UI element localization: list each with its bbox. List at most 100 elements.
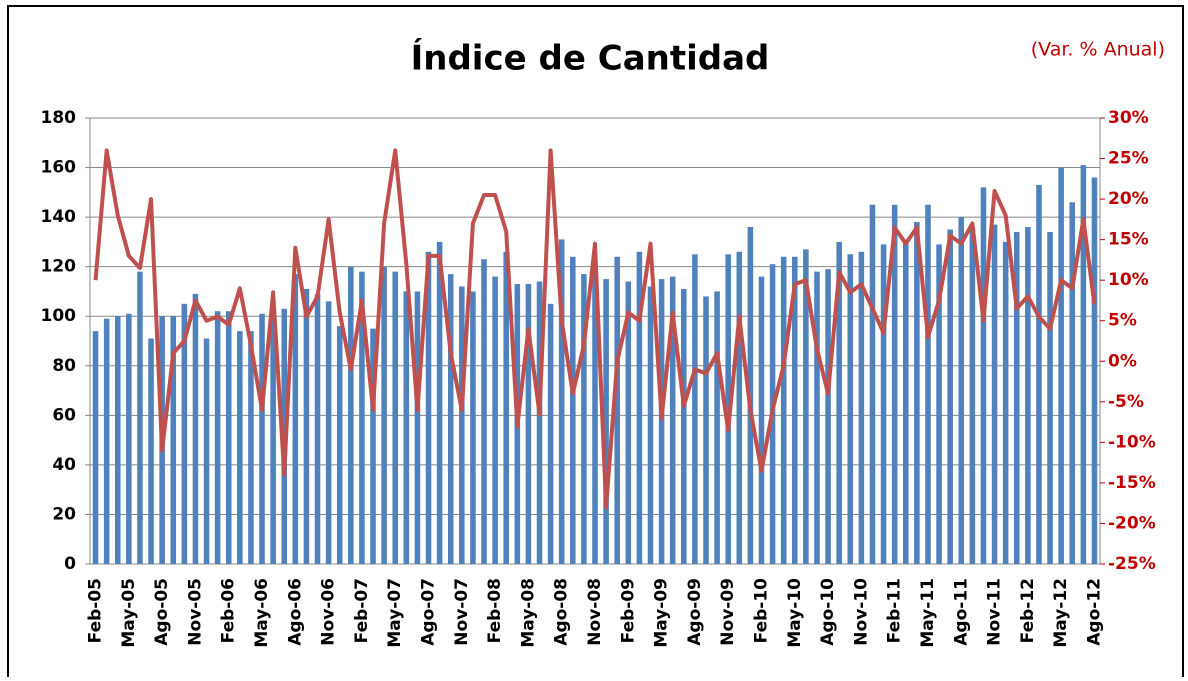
bar	[225, 311, 232, 564]
y2-tick-label: -20%	[1108, 513, 1156, 533]
bar	[692, 254, 698, 564]
bar	[991, 224, 998, 565]
y-tick-label: 120	[41, 257, 77, 277]
bar	[525, 284, 532, 564]
x-tick-label: Feb-08	[485, 578, 505, 643]
bar	[880, 244, 887, 564]
bar	[547, 303, 554, 564]
bar	[825, 269, 831, 564]
bar	[636, 251, 643, 565]
y-tick-label: 0	[64, 554, 76, 574]
x-tick-label: Ago-08	[552, 578, 572, 646]
bar	[570, 256, 576, 564]
x-tick-label: Feb-10	[751, 578, 771, 644]
bar	[847, 254, 854, 564]
x-tick-label: Nov-05	[185, 578, 205, 646]
bar	[736, 251, 743, 565]
bar	[1025, 227, 1031, 564]
bar	[126, 313, 132, 564]
bar	[447, 274, 454, 564]
x-tick-label: Nov-06	[319, 578, 339, 646]
x-tick-label: Ago-11	[951, 578, 971, 646]
x-tick-label: May-11	[918, 578, 938, 648]
bar	[758, 276, 765, 564]
bar	[858, 251, 865, 565]
y2-tick-label: 0%	[1108, 351, 1137, 371]
x-tick-label: Ago-10	[818, 578, 838, 646]
y2-tick-label: -25%	[1108, 554, 1156, 574]
bar	[436, 241, 443, 564]
bar	[1069, 202, 1076, 564]
bar	[792, 256, 798, 564]
bar	[703, 296, 709, 564]
x-tick-label: May-09	[652, 578, 672, 648]
x-tick-label: Feb-06	[219, 578, 239, 643]
chart-subtitle: (Var. % Anual)	[1031, 39, 1165, 61]
bar	[536, 281, 543, 564]
bar	[902, 239, 909, 564]
x-tick-label: Feb-11	[885, 578, 905, 643]
bar	[459, 286, 465, 564]
bar	[114, 316, 121, 564]
bar	[203, 338, 210, 564]
bar	[425, 251, 432, 565]
bar	[936, 244, 942, 564]
bar	[181, 303, 188, 564]
bar	[647, 286, 654, 564]
bar	[891, 204, 898, 564]
bar	[914, 222, 920, 565]
x-tick-label: Ago-09	[685, 578, 705, 646]
x-tick-label: Feb-12	[1018, 578, 1038, 643]
y2-tick-label: 10%	[1108, 270, 1149, 290]
bar	[814, 271, 820, 564]
bar	[359, 271, 365, 564]
y-tick-label: 40	[52, 455, 76, 475]
bar	[414, 291, 421, 564]
y2-tick-label: 15%	[1108, 230, 1149, 250]
bar	[681, 288, 687, 564]
bar	[503, 251, 509, 565]
bar	[1091, 177, 1098, 564]
x-tick-label: Ago-12	[1084, 578, 1104, 646]
bar	[558, 239, 565, 564]
x-tick-label: Ago-07	[419, 578, 439, 646]
bar	[836, 241, 842, 564]
bar	[669, 276, 676, 564]
x-tick-label: Feb-05	[86, 578, 106, 643]
y-tick-label: 100	[41, 306, 77, 326]
bar	[470, 291, 476, 564]
y-tick-label: 20	[52, 504, 76, 524]
x-tick-label: Ago-06	[285, 578, 305, 646]
bar	[725, 254, 731, 564]
x-tick-label: Feb-07	[352, 578, 372, 643]
y-tick-label: 140	[41, 207, 77, 227]
bar	[614, 256, 620, 564]
y2-tick-label: -15%	[1108, 473, 1156, 493]
x-tick-label: May-07	[385, 578, 405, 648]
bar	[214, 311, 221, 564]
x-tick-label: Ago-05	[152, 578, 172, 646]
bar	[592, 269, 598, 564]
x-tick-label: Nov-10	[851, 578, 871, 646]
bar	[780, 256, 787, 564]
bar	[403, 291, 410, 564]
bar	[137, 271, 143, 564]
bar	[492, 276, 498, 564]
bar	[1058, 167, 1064, 565]
bar	[658, 279, 665, 564]
bar	[292, 274, 299, 564]
bar	[259, 313, 265, 564]
bar	[581, 274, 587, 564]
x-tick-label: May-06	[252, 578, 272, 648]
bar	[969, 229, 976, 564]
bar	[325, 301, 332, 564]
bar	[925, 204, 931, 564]
y-tick-label: 80	[52, 356, 76, 376]
y2-tick-label: 30%	[1108, 108, 1149, 128]
bar	[248, 331, 254, 564]
bar	[625, 281, 632, 564]
chart-title: Índice de Cantidad	[411, 38, 770, 79]
bar	[392, 271, 398, 564]
line	[93, 148, 1097, 510]
